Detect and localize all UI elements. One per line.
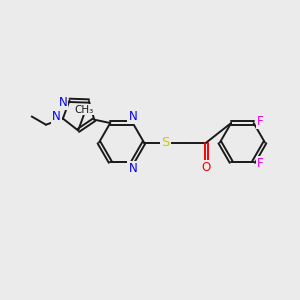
Text: N: N [52, 110, 61, 123]
Text: O: O [202, 160, 211, 174]
Text: CH₃: CH₃ [74, 105, 93, 115]
Text: F: F [257, 115, 264, 128]
Text: F: F [257, 157, 264, 170]
Text: N: N [58, 96, 67, 109]
Text: N: N [128, 162, 137, 175]
Text: S: S [161, 136, 170, 149]
Text: N: N [128, 110, 137, 123]
